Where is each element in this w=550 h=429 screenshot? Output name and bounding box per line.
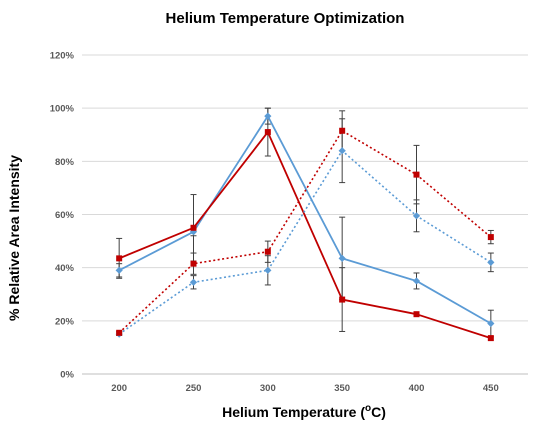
y-tick-label: 120%	[50, 51, 75, 62]
x-tick-label: 400	[409, 383, 425, 394]
data-point	[338, 254, 346, 262]
x-tick-label: 450	[483, 383, 499, 394]
series-2-error-bars	[116, 107, 346, 332]
x-axis-title-superscript: o	[365, 403, 371, 414]
data-point	[189, 278, 198, 286]
series-2-markers	[116, 129, 494, 342]
series-4-line	[118, 129, 492, 334]
y-tick-label: 20%	[55, 316, 75, 327]
data-point	[116, 329, 123, 336]
series-1-error-bars	[116, 107, 494, 338]
data-point	[190, 260, 197, 267]
data-point	[487, 319, 495, 328]
series-2-line	[118, 131, 492, 339]
data-point	[487, 234, 494, 241]
data-point	[338, 147, 346, 155]
series-3-line	[118, 149, 492, 335]
y-tick-labels: 0% 20% 40% 60% 80% 100% 120%	[50, 51, 75, 381]
data-point	[264, 112, 272, 120]
series-3-error-bars	[116, 118, 494, 336]
data-point	[412, 212, 421, 220]
data-point	[412, 277, 421, 285]
data-point	[339, 296, 346, 303]
y-tick-label: 60%	[55, 210, 75, 221]
data-point	[264, 129, 271, 136]
y-tick-label: 0%	[60, 370, 74, 381]
data-point	[487, 335, 494, 342]
series-3-markers	[115, 147, 495, 338]
x-tick-labels: 200 250 300 350 400 450	[111, 383, 499, 394]
x-tick-label: 200	[111, 383, 127, 394]
data-point	[264, 266, 272, 274]
series-group	[115, 107, 495, 342]
x-tick-label: 350	[334, 383, 350, 394]
data-point	[115, 266, 123, 274]
y-tick-label: 40%	[55, 263, 75, 274]
data-point	[487, 258, 495, 266]
y-tick-label: 80%	[55, 157, 75, 168]
data-point	[413, 171, 420, 178]
chart-title: Helium Temperature Optimization	[166, 10, 405, 27]
x-tick-label: 300	[260, 383, 276, 394]
x-axis-title-end: C)	[371, 404, 386, 420]
series-1-line	[118, 115, 492, 325]
y-tick-label: 100%	[50, 104, 75, 115]
x-axis-title: Helium Temperature (oC)	[222, 403, 386, 420]
series-1-markers	[115, 112, 495, 328]
data-point	[264, 248, 271, 255]
series-4-markers	[116, 127, 494, 336]
data-point	[413, 311, 420, 318]
series-4-error-bars	[116, 110, 494, 335]
y-axis-title: % Relative Area Intensity	[6, 155, 22, 321]
data-point	[116, 255, 123, 262]
x-tick-label: 250	[186, 383, 202, 394]
data-point	[190, 224, 197, 231]
data-point	[339, 127, 346, 134]
x-axis-title-main: Helium Temperature (	[222, 404, 365, 420]
